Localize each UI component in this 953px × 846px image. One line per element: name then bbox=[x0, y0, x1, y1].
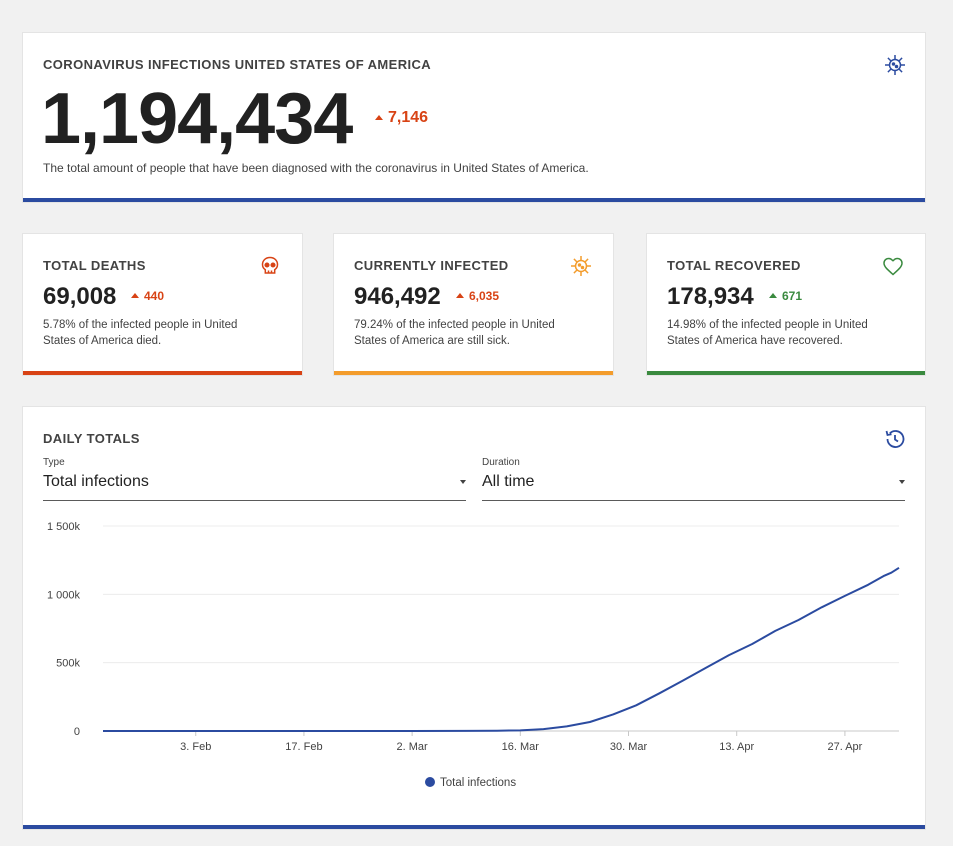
skull-icon bbox=[261, 256, 279, 274]
delta-value: 671 bbox=[782, 289, 803, 303]
legend-label: Total infections bbox=[440, 777, 517, 789]
total-recovered-card: TOTAL RECOVERED 178,934 671 14.98% of th… bbox=[647, 234, 925, 375]
heart-icon bbox=[883, 257, 903, 276]
stat-delta: 440 bbox=[131, 289, 164, 303]
page-title: CORONAVIRUS INFECTIONS UNITED STATES OF … bbox=[43, 57, 432, 72]
stat-description: 79.24% of the infected people in United … bbox=[354, 319, 555, 347]
y-tick-label: 1 000k bbox=[47, 589, 81, 601]
delta-value: 7,146 bbox=[388, 109, 429, 126]
accent-bar bbox=[23, 198, 925, 202]
daily-totals-title: DAILY TOTALS bbox=[43, 431, 140, 446]
currently-infected-card: CURRENTLY INFECTED 946,492 6,035 79.24% … bbox=[334, 234, 613, 375]
virus-icon bbox=[885, 55, 905, 75]
arrow-up-icon bbox=[456, 293, 464, 298]
duration-select[interactable]: Duration All time bbox=[482, 456, 905, 501]
arrow-up-icon bbox=[769, 293, 777, 298]
x-tick-label: 16. Mar bbox=[502, 741, 540, 753]
stat-title: TOTAL RECOVERED bbox=[667, 258, 801, 273]
duration-select-label: Duration bbox=[482, 457, 520, 468]
x-tick-label: 17. Feb bbox=[285, 741, 322, 753]
stat-delta: 671 bbox=[769, 289, 802, 303]
total-infections-delta: 7,146 bbox=[375, 109, 428, 127]
x-tick-label: 27. Apr bbox=[827, 741, 862, 753]
dropdown-caret-icon bbox=[460, 480, 466, 484]
delta-value: 440 bbox=[144, 289, 165, 303]
daily-totals-chart: 0 500k 1 000k 1 500k 3. Feb 17. Feb 2. Mar 16. … bbox=[47, 521, 900, 753]
type-select-label: Type bbox=[43, 457, 65, 468]
series-line-total-infections bbox=[103, 566, 900, 732]
stat-description: 5.78% of the infected people in United S… bbox=[43, 319, 238, 347]
accent-bar bbox=[23, 371, 302, 375]
total-infections-value: 1,194,434 bbox=[41, 79, 353, 159]
type-select-value: Total infections bbox=[43, 473, 149, 490]
x-tick-label: 3. Feb bbox=[180, 741, 211, 753]
y-tick-label: 0 bbox=[74, 726, 80, 738]
duration-select-value: All time bbox=[482, 473, 535, 490]
x-tick-label: 30. Mar bbox=[610, 741, 648, 753]
type-select[interactable]: Type Total infections bbox=[43, 456, 466, 501]
x-tick-label: 13. Apr bbox=[719, 741, 754, 753]
stat-value: 946,492 bbox=[354, 283, 441, 310]
chart-legend[interactable]: Total infections bbox=[425, 777, 516, 789]
stat-value: 69,008 bbox=[43, 283, 117, 310]
accent-bar bbox=[23, 825, 925, 829]
stat-delta: 6,035 bbox=[456, 289, 499, 303]
legend-dot-icon bbox=[425, 777, 435, 787]
delta-value: 6,035 bbox=[469, 289, 500, 303]
accent-bar bbox=[334, 371, 613, 375]
stat-title: CURRENTLY INFECTED bbox=[354, 258, 509, 273]
total-infections-description: The total amount of people that have bee… bbox=[43, 161, 589, 175]
history-icon[interactable] bbox=[883, 427, 907, 451]
y-tick-label: 1 500k bbox=[47, 521, 81, 533]
arrow-up-icon bbox=[131, 293, 139, 298]
accent-bar bbox=[647, 371, 925, 375]
stat-value: 178,934 bbox=[667, 283, 754, 310]
dropdown-caret-icon bbox=[899, 480, 905, 484]
y-tick-label: 500k bbox=[56, 658, 80, 670]
stat-description: 14.98% of the infected people in United … bbox=[667, 319, 868, 347]
x-tick-label: 2. Mar bbox=[397, 741, 429, 753]
daily-totals-card: DAILY TOTALS Type Total infections Durat… bbox=[23, 407, 925, 829]
total-deaths-card: TOTAL DEATHS 69,008 440 5.78% of the inf… bbox=[23, 234, 302, 375]
virus-icon bbox=[571, 256, 591, 276]
arrow-up-icon bbox=[375, 115, 383, 120]
stat-title: TOTAL DEATHS bbox=[43, 258, 146, 273]
total-infections-card: CORONAVIRUS INFECTIONS UNITED STATES OF … bbox=[23, 33, 925, 202]
